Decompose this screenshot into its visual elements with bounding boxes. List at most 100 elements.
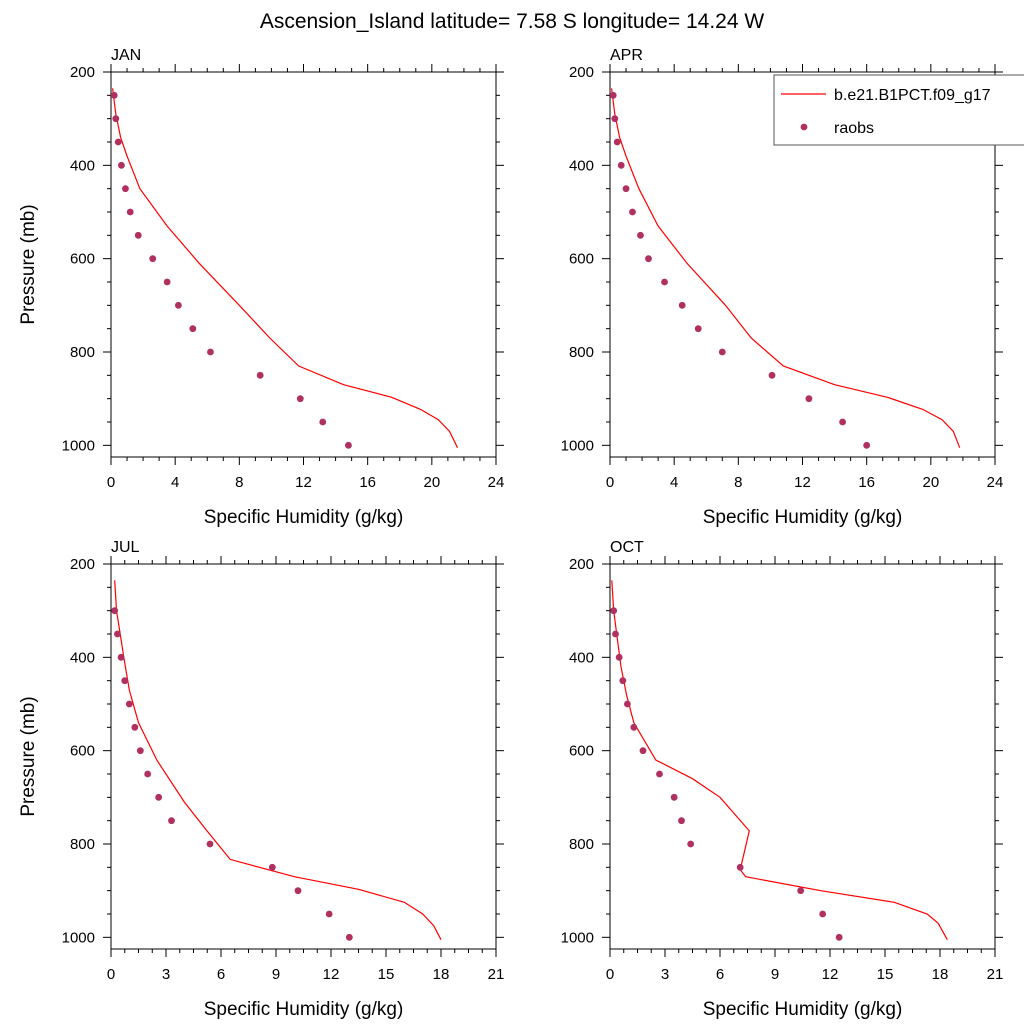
raobs-point — [736, 863, 744, 871]
raobs-point — [637, 231, 644, 239]
x-tick-label: 0 — [606, 966, 614, 983]
y-axis-label: Pressure (mb) — [18, 696, 39, 816]
y-tick-label: 600 — [70, 743, 95, 760]
panel-title: JUL — [111, 539, 140, 556]
x-tick-label: 8 — [734, 474, 742, 491]
panel-title: JAN — [111, 47, 141, 64]
raobs-point — [687, 840, 695, 848]
x-tick-label: 18 — [433, 966, 450, 983]
x-tick-label: 0 — [107, 966, 115, 983]
x-tick-label: 12 — [794, 474, 811, 491]
y-tick-label: 1000 — [62, 437, 95, 454]
raobs-point — [661, 278, 668, 286]
raobs-point — [645, 255, 652, 263]
raobs-point — [611, 115, 619, 123]
raobs-point — [117, 653, 125, 661]
y-tick-label: 1000 — [561, 437, 594, 454]
raobs-point — [268, 863, 276, 871]
raobs-point — [819, 910, 827, 918]
raobs-point — [207, 348, 214, 356]
panel-apr: 0 4 8 12 16 20 24 200 400 600 800 1000 APR Specific H… — [561, 47, 1004, 528]
y-tick-label: 400 — [569, 649, 594, 666]
raobs-point — [174, 301, 182, 309]
x-tick-label: 21 — [488, 966, 505, 983]
raobs-point — [694, 325, 702, 333]
x-tick-label: 4 — [670, 474, 678, 491]
model-profile-line — [611, 88, 961, 448]
legend-box — [773, 74, 1024, 146]
raobs-point — [805, 395, 813, 403]
legend-marker-swatch — [800, 123, 808, 131]
raobs-point — [114, 138, 122, 146]
raobs-point — [612, 630, 619, 638]
raobs-point — [622, 185, 630, 193]
figure-title: Ascension_Island latitude= 7.58 S longit… — [260, 10, 765, 33]
raobs-point — [670, 793, 678, 801]
raobs-point — [134, 231, 142, 239]
x-axis-label: Specific Humidity (g/kg) — [204, 507, 404, 528]
y-tick-label: 200 — [569, 64, 594, 81]
x-tick-label: 20 — [922, 474, 939, 491]
x-tick-label: 15 — [378, 966, 395, 983]
panel-jul: 0 3 6 9 12 15 18 21 200 400 600 800 1000 JUL Specific … — [18, 539, 504, 1020]
model-profile-line — [112, 88, 459, 448]
x-tick-label: 12 — [295, 474, 312, 491]
y-tick-label: 600 — [569, 251, 594, 268]
y-tick-label: 200 — [70, 64, 95, 81]
raobs-point — [163, 278, 171, 286]
raobs-point — [768, 371, 776, 379]
raobs-point — [149, 255, 157, 263]
raobs-point — [122, 185, 129, 193]
x-tick-label: 9 — [272, 966, 280, 983]
raobs-point — [863, 441, 871, 449]
x-tick-label: 6 — [716, 966, 724, 983]
y-tick-label: 200 — [70, 556, 95, 573]
x-tick-label: 15 — [877, 966, 894, 983]
raobs-point — [110, 91, 118, 99]
raobs-point — [835, 933, 843, 941]
y-tick-label: 600 — [70, 251, 95, 268]
legend-obs-label: raobs — [834, 120, 874, 137]
y-tick-label: 800 — [70, 836, 95, 853]
raobs-point — [168, 817, 175, 825]
x-tick-label: 24 — [987, 474, 1004, 491]
raobs-point — [256, 371, 264, 379]
x-tick-label: 20 — [423, 474, 440, 491]
y-tick-label: 800 — [70, 344, 95, 361]
raobs-point — [189, 325, 197, 333]
y-tick-label: 400 — [569, 157, 594, 174]
x-tick-label: 3 — [661, 966, 669, 983]
x-tick-label: 21 — [987, 966, 1004, 983]
raobs-point — [319, 418, 327, 426]
x-axis-label: Specific Humidity (g/kg) — [204, 999, 404, 1020]
plot-frame — [110, 563, 497, 950]
raobs-point — [131, 723, 139, 731]
raobs-point — [345, 933, 353, 941]
model-profile-line — [114, 580, 442, 940]
y-tick-label: 800 — [569, 836, 594, 853]
x-tick-label: 9 — [771, 966, 779, 983]
x-tick-label: 0 — [606, 474, 614, 491]
x-tick-label: 12 — [323, 966, 340, 983]
x-tick-label: 16 — [359, 474, 376, 491]
raobs-point — [630, 723, 638, 731]
raobs-point — [617, 161, 625, 169]
x-axis-label: Specific Humidity (g/kg) — [703, 999, 903, 1020]
y-tick-label: 200 — [569, 556, 594, 573]
x-tick-label: 4 — [171, 474, 179, 491]
raobs-point — [125, 700, 133, 708]
raobs-point — [114, 630, 121, 638]
raobs-point — [639, 747, 647, 755]
x-axis-label: Specific Humidity (g/kg) — [703, 507, 903, 528]
y-tick-label: 800 — [569, 344, 594, 361]
raobs-point — [797, 887, 805, 895]
x-tick-label: 6 — [217, 966, 225, 983]
raobs-point — [839, 418, 847, 426]
x-tick-label: 0 — [107, 474, 115, 491]
raobs-point — [610, 607, 618, 615]
panel-jan: 0 4 8 12 16 20 24 200 400 600 800 1000 JAN Specific H… — [18, 47, 504, 528]
raobs-point — [121, 677, 129, 685]
raobs-point — [136, 747, 144, 755]
